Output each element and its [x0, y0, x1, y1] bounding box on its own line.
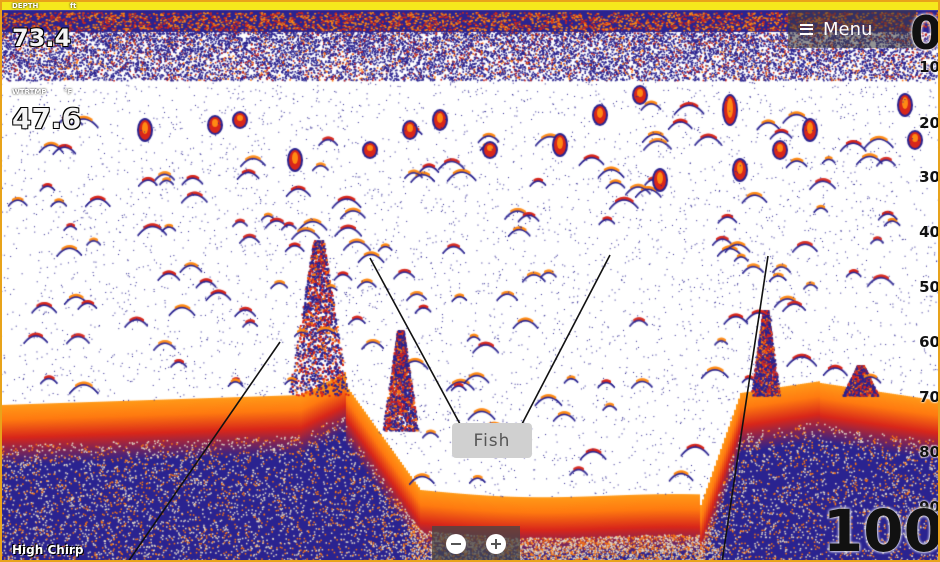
depth-tick: 60	[919, 333, 940, 351]
surface-bar	[0, 0, 940, 10]
depth-range-bottom: 100	[822, 497, 940, 562]
depth-tick: 50	[919, 278, 940, 296]
depth-unit: ft	[70, 2, 77, 10]
minus-circle-icon[interactable]	[446, 534, 466, 554]
depth-tick: 80	[919, 443, 940, 461]
depth-tick: 30	[919, 168, 940, 186]
zoom-controls	[432, 526, 520, 562]
depth-tick: 20	[919, 114, 940, 132]
menu-button[interactable]: Menu	[788, 10, 916, 48]
depth-label: DEPTH	[12, 2, 39, 10]
depth-tick: 10	[919, 58, 940, 76]
temp-unit: °F	[64, 88, 73, 96]
menu-label: Menu	[823, 18, 873, 40]
hamburger-icon	[800, 23, 813, 35]
depth-tick: 40	[919, 223, 940, 241]
depth-tick: 70	[919, 388, 940, 406]
temp-label: WTRTMP	[12, 88, 47, 96]
temp-value: 47.6	[12, 102, 82, 135]
plus-circle-icon[interactable]	[486, 534, 506, 554]
fish-callout: Fish	[452, 423, 532, 458]
depth-tick: 90	[919, 498, 940, 516]
depth-value: 73.4	[12, 24, 72, 52]
depth-range-top: 0	[909, 6, 940, 60]
frequency-label: High Chirp	[12, 543, 84, 557]
